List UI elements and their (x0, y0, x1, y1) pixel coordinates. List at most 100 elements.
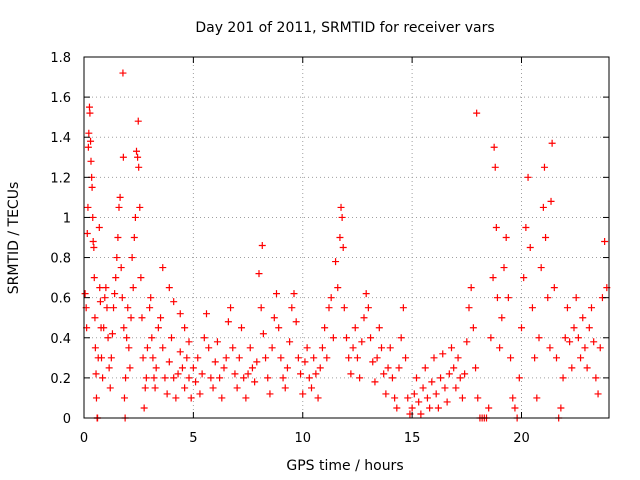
data-point (339, 244, 347, 252)
data-point (116, 193, 124, 201)
data-point (563, 304, 571, 312)
data-point (305, 374, 313, 382)
data-point (120, 394, 128, 402)
data-point (86, 109, 94, 117)
y-tick-label: 1.6 (50, 91, 71, 106)
data-point (135, 163, 143, 171)
data-point (95, 223, 103, 231)
data-point (131, 213, 139, 221)
y-tick-label: 1.4 (50, 131, 71, 146)
data-point (496, 344, 504, 352)
data-point (469, 324, 477, 332)
data-point (231, 370, 239, 378)
data-point (325, 304, 333, 312)
data-point (244, 370, 252, 378)
data-point (533, 394, 541, 402)
data-point (140, 404, 148, 412)
data-point (452, 384, 460, 392)
data-point (583, 364, 591, 372)
data-point (152, 364, 160, 372)
data-point (535, 334, 543, 342)
data-point (112, 274, 120, 282)
data-point (509, 394, 517, 402)
data-point (266, 390, 274, 398)
data-point (493, 294, 501, 302)
data-point (178, 364, 186, 372)
data-point (588, 304, 595, 312)
data-point (227, 304, 235, 312)
y-tick-label: 1 (63, 211, 71, 226)
data-point (415, 398, 423, 406)
data-point (290, 290, 298, 298)
data-point (472, 364, 480, 372)
data-point (329, 334, 337, 342)
data-point (183, 354, 191, 362)
x-tick-label: 10 (294, 431, 311, 446)
data-point (91, 314, 99, 322)
data-point (336, 234, 344, 241)
data-point (101, 294, 109, 302)
data-point (224, 318, 232, 326)
data-point (426, 404, 434, 412)
data-point (85, 129, 93, 137)
data-point (83, 229, 91, 237)
data-point (108, 330, 116, 338)
data-point (557, 404, 565, 412)
x-tick-label: 20 (513, 431, 530, 446)
data-point (111, 290, 119, 298)
data-point (125, 344, 133, 352)
data-point (114, 234, 122, 241)
data-point (107, 354, 115, 362)
data-point (213, 338, 221, 346)
data-point (458, 394, 466, 402)
data-point (106, 384, 114, 392)
data-point (596, 344, 604, 352)
y-tick-label: 1.8 (50, 51, 71, 66)
y-tick-label: 0.4 (50, 332, 71, 347)
data-point (96, 284, 104, 292)
data-point (585, 324, 593, 332)
data-point (84, 143, 92, 151)
data-point (268, 344, 276, 352)
data-point (316, 364, 324, 372)
data-point (553, 354, 560, 362)
data-point (537, 264, 545, 272)
data-point (270, 314, 278, 322)
data-point (92, 370, 100, 378)
data-point (115, 203, 123, 211)
data-point (192, 378, 200, 386)
data-point (81, 290, 89, 298)
data-point (246, 344, 254, 352)
data-point (136, 203, 144, 211)
data-point (102, 284, 110, 292)
data-point (465, 304, 473, 312)
data-point (450, 364, 458, 372)
data-point (391, 394, 399, 402)
data-point (502, 234, 510, 241)
data-point (124, 304, 132, 312)
data-point (103, 304, 111, 312)
data-point (85, 103, 93, 111)
data-point (473, 109, 481, 117)
data-point (200, 334, 208, 342)
data-point (520, 274, 528, 282)
data-point (559, 374, 567, 382)
data-point (176, 310, 184, 318)
data-point (384, 364, 392, 372)
data-point (515, 374, 523, 382)
data-point (542, 234, 550, 241)
data-point (100, 324, 108, 332)
data-point (134, 117, 142, 125)
data-point (123, 334, 131, 342)
data-point (119, 69, 127, 77)
data-point (340, 304, 348, 312)
data-point (601, 238, 609, 246)
data-point (235, 354, 243, 362)
data-point (90, 244, 98, 252)
data-point (259, 330, 267, 338)
data-point (105, 364, 113, 372)
data-points (81, 69, 611, 422)
data-point (399, 304, 407, 312)
data-point (251, 378, 259, 386)
